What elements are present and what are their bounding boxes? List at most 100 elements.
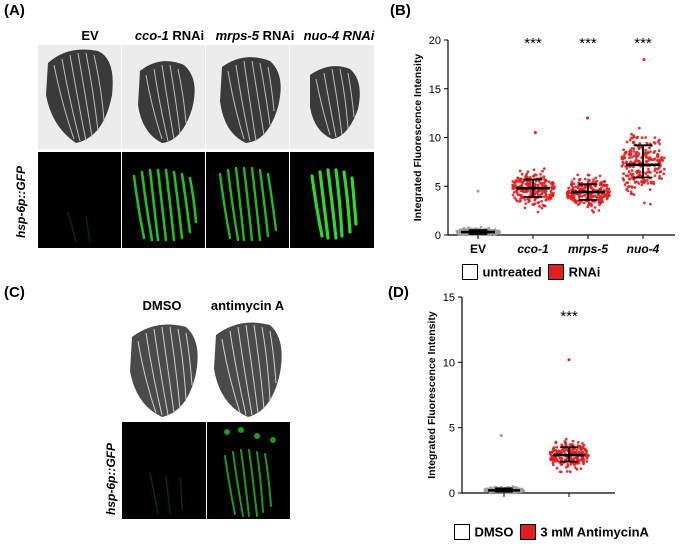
scatter-point bbox=[582, 201, 586, 205]
scatter-point bbox=[658, 142, 662, 146]
scatter-point bbox=[541, 169, 544, 173]
y-tick-label: 15 bbox=[443, 292, 455, 304]
scatter-point bbox=[578, 201, 582, 205]
scatter-point bbox=[511, 180, 515, 183]
scatter-point bbox=[597, 209, 601, 212]
scatter-point bbox=[526, 170, 530, 174]
scatter-point bbox=[542, 167, 546, 171]
scatter-point bbox=[648, 188, 652, 192]
scatter-point bbox=[576, 173, 580, 177]
gfp-image-ev bbox=[38, 152, 121, 248]
scatter-point bbox=[543, 184, 547, 187]
panel-c-letter: (C) bbox=[4, 284, 25, 301]
col-label-dmso: DMSO bbox=[142, 298, 182, 313]
scatter-point bbox=[570, 183, 573, 187]
worm-cluster-mrps5 bbox=[220, 57, 281, 143]
scatter-point bbox=[560, 443, 564, 447]
legend-b-untreated-label: untreated bbox=[482, 264, 542, 280]
brightfield-image-cco1 bbox=[122, 45, 205, 149]
scatter-point bbox=[646, 156, 650, 160]
x-tick-label: nuo-4 bbox=[627, 242, 660, 256]
scatter-point bbox=[533, 197, 537, 201]
worm-cluster-nuo4 bbox=[310, 66, 360, 139]
scatter-point bbox=[569, 444, 573, 447]
scatter-point-max bbox=[499, 434, 503, 438]
gfp-image-mrps5 bbox=[206, 152, 289, 248]
scatter-point bbox=[660, 177, 663, 181]
brightfield-image-mrps5 bbox=[206, 45, 289, 149]
scatter-point bbox=[632, 193, 636, 197]
scatter-point bbox=[591, 188, 595, 192]
legend-d-dmso-swatch bbox=[454, 523, 470, 540]
scatter-point bbox=[566, 464, 570, 468]
scatter-point bbox=[646, 170, 649, 174]
scatter-point bbox=[534, 179, 538, 183]
scatter-point bbox=[518, 193, 521, 197]
scatter-point bbox=[544, 198, 548, 202]
y-tick-label: 5 bbox=[449, 423, 455, 435]
scatter-point bbox=[632, 150, 636, 153]
scatter-point bbox=[537, 201, 541, 204]
scatter-point bbox=[630, 155, 634, 159]
scatter-point bbox=[558, 470, 562, 474]
legend-d: DMSO 3 mM AntimycinA bbox=[454, 523, 649, 541]
scatter-point bbox=[594, 180, 598, 184]
scatter-point bbox=[605, 197, 609, 201]
scatter-point bbox=[554, 441, 558, 445]
scatter-point bbox=[653, 167, 657, 171]
scatter-point bbox=[565, 470, 569, 473]
legend-d-dmso-label: DMSO bbox=[474, 524, 514, 540]
scatter-point bbox=[620, 164, 624, 168]
scatter-point bbox=[543, 204, 547, 208]
col-label-antimycin: antimycin A bbox=[210, 298, 285, 313]
scatter-point bbox=[543, 180, 547, 184]
legend-b-rnai-label: RNAi bbox=[568, 264, 601, 280]
scatter-point bbox=[519, 199, 522, 203]
scatter-point bbox=[571, 439, 575, 443]
gfp-signal-nuo4 bbox=[310, 168, 358, 240]
scatter-point bbox=[662, 156, 666, 160]
scatter-point bbox=[644, 160, 648, 163]
scatter-point bbox=[630, 185, 633, 188]
scatter-point bbox=[630, 169, 634, 172]
scatter-point bbox=[529, 193, 532, 197]
scatter-point bbox=[549, 451, 553, 454]
scatter-point bbox=[585, 460, 589, 463]
scatter-point bbox=[538, 205, 541, 208]
scatter-point bbox=[488, 486, 492, 490]
scatter-point bbox=[625, 167, 629, 170]
scatter-point bbox=[630, 132, 633, 136]
scatter-point bbox=[540, 192, 543, 196]
x-tick-label: EV bbox=[470, 242, 486, 256]
panel-a-letter: (A) bbox=[4, 2, 25, 19]
scatter-point bbox=[516, 176, 520, 180]
scatter-point bbox=[626, 181, 630, 185]
scatter-point bbox=[540, 206, 544, 210]
scatter-point bbox=[552, 186, 556, 190]
scatter-point bbox=[551, 194, 555, 198]
scatter-point bbox=[637, 126, 641, 130]
scatter-point bbox=[589, 186, 593, 190]
scatter-point bbox=[579, 447, 582, 451]
scatter-point bbox=[544, 190, 548, 193]
scatter-point bbox=[653, 136, 657, 139]
scatter-point bbox=[657, 149, 661, 153]
chart-d-intensity: 0 5 10 15 Integrated Fluorescence Intensity *… bbox=[426, 292, 615, 500]
scatter-point bbox=[552, 448, 555, 452]
y-tick-label: 0 bbox=[435, 230, 441, 242]
scatter-point bbox=[571, 457, 574, 461]
scatter-point bbox=[660, 156, 663, 159]
scatter-point bbox=[551, 182, 555, 186]
scatter-point bbox=[594, 176, 598, 180]
scatter-point bbox=[599, 188, 602, 191]
scatter-point bbox=[628, 156, 631, 160]
scatter-point bbox=[621, 177, 625, 180]
scatter-point bbox=[555, 451, 559, 455]
scatter-point bbox=[572, 177, 576, 181]
scatter-point bbox=[635, 171, 639, 175]
gfp-image-dmso bbox=[122, 422, 206, 519]
scatter-point bbox=[598, 203, 601, 207]
scatter-point bbox=[570, 180, 574, 184]
y-tick-label: 10 bbox=[429, 133, 441, 145]
scatter-point bbox=[629, 160, 633, 164]
